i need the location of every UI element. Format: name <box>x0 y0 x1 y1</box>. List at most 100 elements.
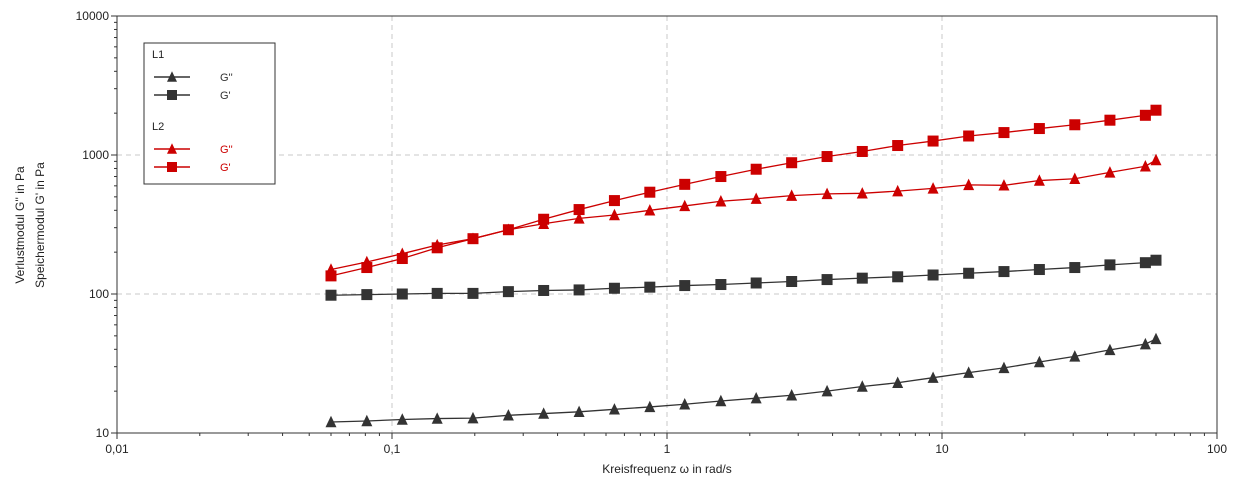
data-point <box>927 269 939 281</box>
data-point <box>679 280 691 292</box>
data-point <box>892 271 904 283</box>
data-point <box>679 199 691 212</box>
data-point <box>573 284 585 296</box>
x-tick-label: 1 <box>664 442 671 456</box>
series-line <box>330 338 1157 423</box>
data-point <box>1104 259 1116 271</box>
data-point <box>1150 254 1162 266</box>
series-l1-g-loss <box>325 332 1162 428</box>
data-point <box>431 287 443 299</box>
legend-marker <box>167 143 177 154</box>
series-layer <box>325 104 1162 428</box>
data-point <box>538 407 550 419</box>
data-point <box>892 140 904 152</box>
data-point <box>856 187 868 199</box>
data-point <box>1150 104 1162 116</box>
data-point <box>821 151 833 163</box>
y-tick-label: 100 <box>89 287 109 301</box>
series-l2-g-storage <box>325 104 1162 282</box>
legend-label: G' <box>220 90 231 102</box>
legend-label: G' <box>220 162 231 174</box>
series-line <box>330 159 1157 271</box>
legend-marker <box>167 162 177 172</box>
data-point <box>644 400 656 413</box>
legend-label: G'' <box>220 144 233 156</box>
data-point <box>821 384 833 397</box>
data-point <box>750 163 762 175</box>
data-point <box>644 281 656 293</box>
data-point <box>1033 355 1045 368</box>
data-point <box>963 366 975 378</box>
data-point <box>608 282 620 294</box>
x-tick-label: 0,01 <box>105 442 129 456</box>
data-point <box>396 253 408 265</box>
series-line <box>330 109 1157 277</box>
data-point <box>998 266 1010 278</box>
data-point <box>1069 350 1081 362</box>
data-point <box>998 127 1010 139</box>
legend-group-title: L2 <box>152 121 164 133</box>
series-line <box>330 259 1157 296</box>
data-point <box>1069 172 1081 184</box>
data-point <box>361 262 373 274</box>
data-point <box>361 414 373 427</box>
x-tick-label: 0,1 <box>384 442 401 456</box>
data-point <box>573 204 585 216</box>
legend-group-title: L1 <box>152 49 164 61</box>
data-point <box>608 195 620 207</box>
tick-labels: 0,01 0,1 1 10 100 10 100 1000 10000 <box>76 9 1228 456</box>
legend: L1 G'' G' L2 G'' G' <box>143 42 276 185</box>
data-point <box>1069 119 1081 131</box>
data-point <box>467 411 479 424</box>
grid-lines <box>117 16 1217 433</box>
y-axis-title-top: Verlustmodul G'' in Pa <box>13 166 27 284</box>
legend-label: G'' <box>220 72 233 84</box>
legend-box <box>143 42 276 185</box>
data-point <box>396 288 408 300</box>
data-point <box>644 186 656 198</box>
data-point <box>963 130 975 142</box>
legend-marker <box>167 71 177 82</box>
data-point <box>786 276 798 288</box>
data-point <box>679 178 691 190</box>
data-point <box>750 192 762 204</box>
data-point <box>573 212 585 224</box>
x-tick-label: 100 <box>1207 442 1227 456</box>
data-point <box>644 204 656 216</box>
data-point <box>892 184 904 197</box>
data-point <box>538 284 550 296</box>
data-point <box>927 182 939 194</box>
data-point <box>715 171 727 183</box>
data-point <box>1139 337 1151 350</box>
data-point <box>1104 114 1116 126</box>
data-point <box>963 178 975 191</box>
legend-marker <box>167 90 177 100</box>
axis-ticks <box>111 15 1218 439</box>
data-point <box>1139 160 1151 172</box>
data-point <box>786 388 798 401</box>
data-point <box>1033 123 1045 135</box>
y-tick-label: 10 <box>96 426 110 440</box>
data-point <box>467 233 479 245</box>
x-tick-label: 10 <box>935 442 949 456</box>
data-point <box>573 405 585 418</box>
data-point <box>361 289 373 301</box>
data-point <box>431 412 443 424</box>
data-point <box>396 413 408 425</box>
data-point <box>750 277 762 289</box>
data-point <box>538 213 550 225</box>
data-point <box>467 287 479 299</box>
data-point <box>856 145 868 157</box>
data-point <box>715 194 727 207</box>
data-point <box>1104 166 1116 178</box>
data-point <box>856 380 868 392</box>
data-point <box>502 224 514 236</box>
data-point <box>1150 332 1162 345</box>
data-point <box>1104 343 1116 356</box>
data-point <box>1069 262 1081 274</box>
data-point <box>502 286 514 298</box>
data-point <box>998 179 1010 191</box>
data-point <box>608 403 620 415</box>
data-point <box>821 274 833 286</box>
